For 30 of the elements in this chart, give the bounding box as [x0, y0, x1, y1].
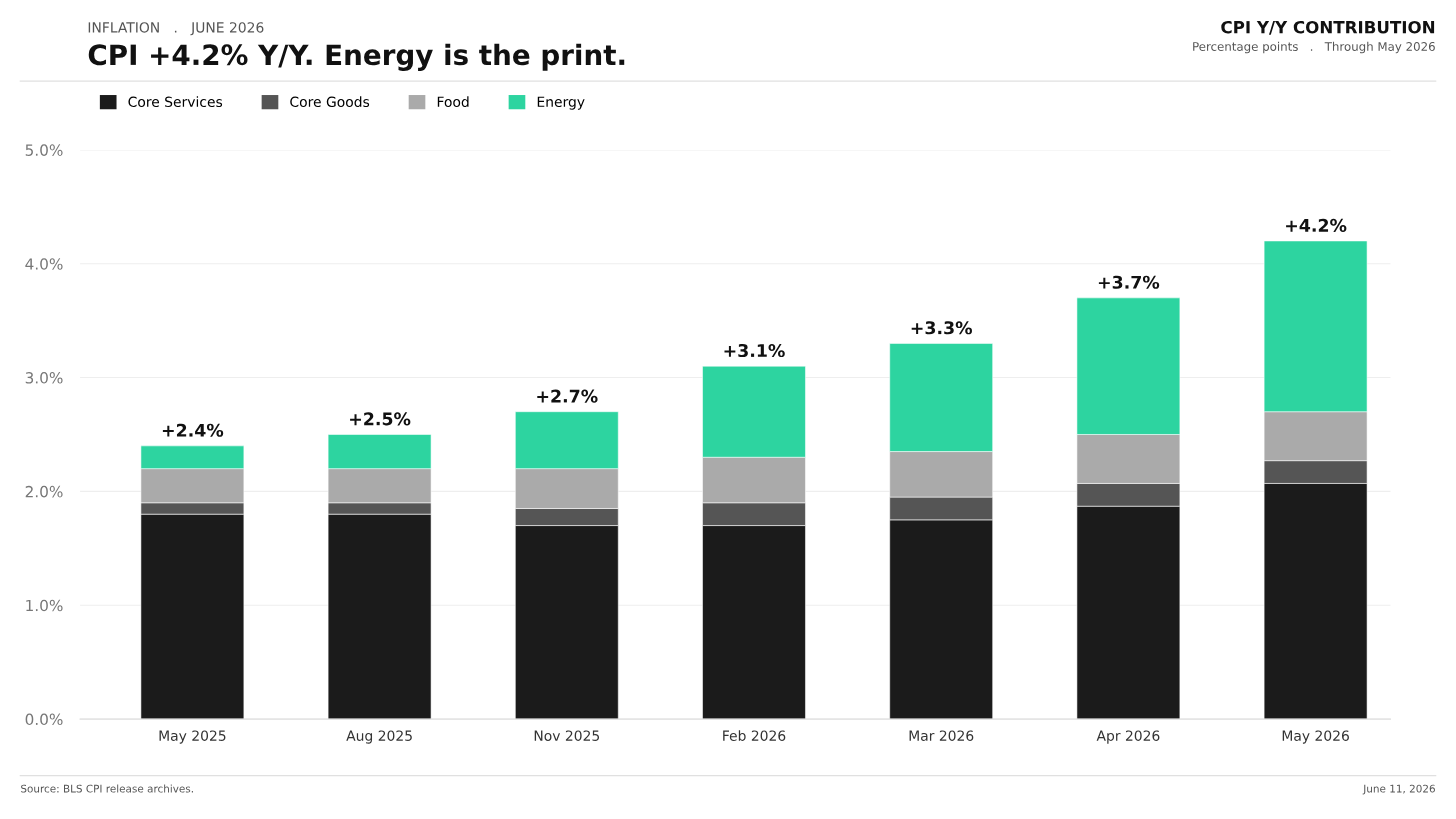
x-tick-label: May 2026	[1282, 730, 1349, 744]
legend-label: Core Services	[128, 96, 223, 108]
x-tick-label: Nov 2025	[534, 730, 600, 741]
total-label: +3.3%	[911, 321, 972, 335]
text: Percentage points . Through May 2026	[1193, 41, 1435, 54]
x-tick-label: Aug 2025	[346, 730, 412, 744]
total-label: +3.1%	[724, 343, 785, 358]
legend-label: Food	[437, 96, 469, 108]
total-label: +2.7%	[537, 389, 598, 403]
chart-subtitle: INFLATION . JUNE 2026	[88, 22, 264, 36]
legend-label: Energy	[537, 96, 585, 110]
x-tick-label: Mar 2026	[909, 730, 974, 741]
y-tick-label: 3.0%	[25, 372, 63, 384]
y-tick-label: 4.0%	[25, 258, 63, 270]
chart-title: CPI +4.2% Y/Y. Energy is the print.	[88, 43, 625, 71]
total-label: +4.2%	[1286, 218, 1347, 232]
x-tick-label: May 2025	[159, 730, 226, 744]
text: CPI Y/Y CONTRIBUTION	[1221, 20, 1435, 35]
x-tick-label: Feb 2026	[723, 730, 786, 741]
y-tick-label: 0.0%	[25, 713, 63, 726]
x-tick-label: Apr 2026	[1096, 730, 1160, 744]
source-note: Source: BLS CPI release archives.	[21, 784, 193, 793]
text: June 11, 2026	[1362, 784, 1435, 795]
y-tick-label: 1.0%	[26, 599, 63, 612]
total-label: +3.7%	[1098, 275, 1160, 289]
total-label: +2.5%	[350, 412, 411, 426]
y-tick-label: 5.0%	[25, 144, 63, 156]
y-tick-label: 2.0%	[25, 485, 63, 498]
total-label: +2.4%	[162, 423, 224, 437]
legend-label: Core Goods	[290, 96, 370, 108]
